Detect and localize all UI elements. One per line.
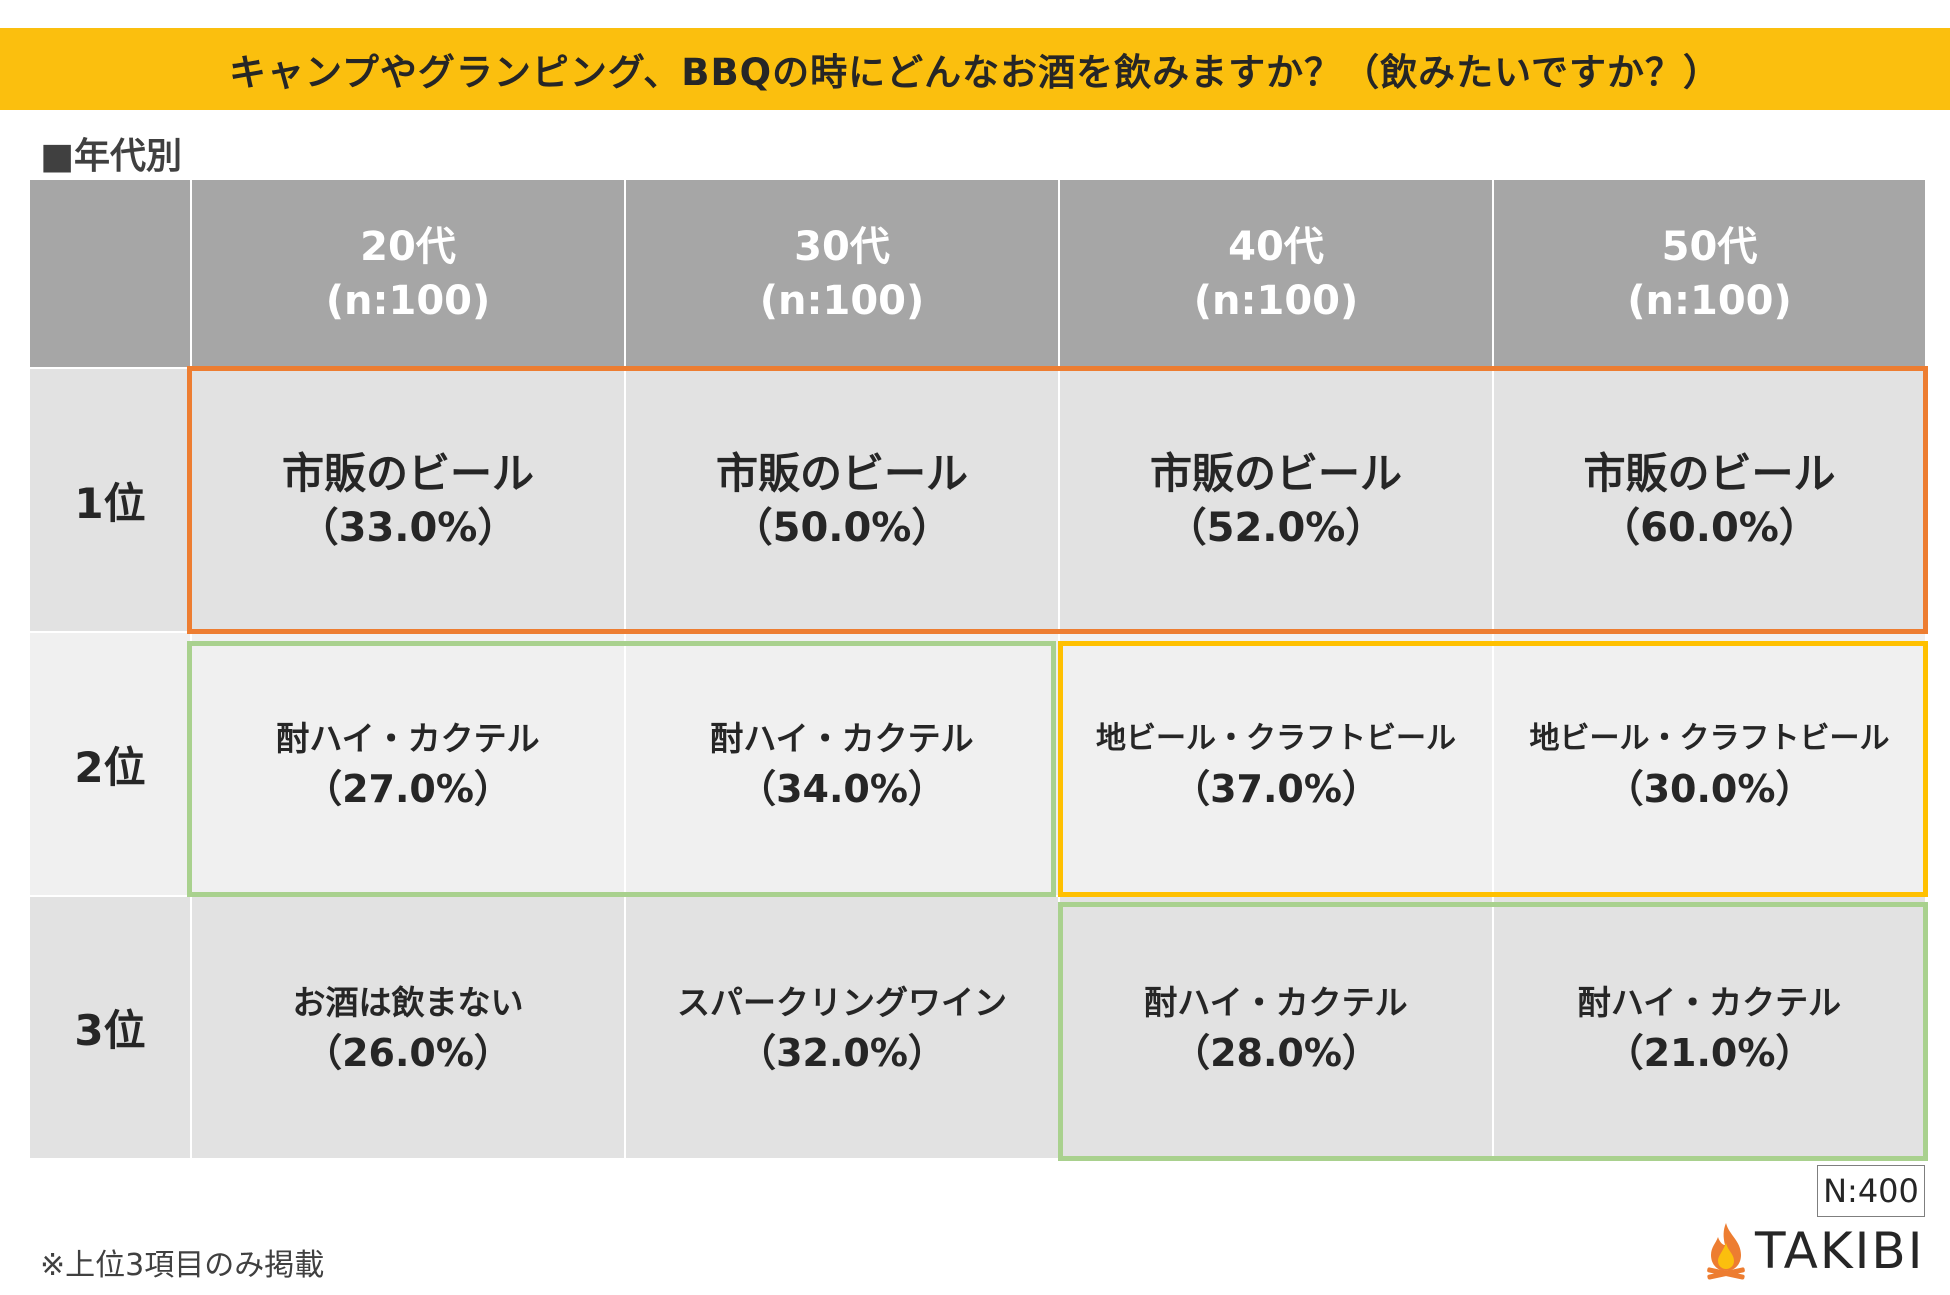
table-cell: 酎ハイ・カクテル （28.0%）	[1060, 897, 1492, 1158]
column-n: (n:100)	[759, 277, 925, 324]
campfire-icon	[1707, 1223, 1745, 1280]
brand-logo: TAKIBI	[1703, 1220, 1924, 1282]
cell-item: スパークリングワイン	[677, 982, 1007, 1022]
cell-item: 市販のビール	[1583, 449, 1836, 498]
table-cell: 酎ハイ・カクテル （27.0%）	[192, 633, 624, 895]
table-cell: 市販のビール （60.0%）	[1494, 369, 1925, 631]
cell-item: 酎ハイ・カクテル	[1577, 982, 1842, 1022]
cell-percent: （32.0%）	[738, 1030, 946, 1075]
table-cell: 地ビール・クラフトビール （30.0%）	[1494, 633, 1925, 895]
table-cell: 市販のビール （50.0%）	[626, 369, 1058, 631]
cell-item: 市販のビール	[281, 449, 534, 498]
column-n: (n:100)	[1627, 277, 1792, 324]
cell-percent: （34.0%）	[738, 767, 946, 811]
column-n: (n:100)	[1193, 277, 1359, 324]
footnote: ※上位3項目のみ掲載	[40, 1248, 325, 1283]
header-50s: 50代 (n:100)	[1494, 180, 1925, 367]
table-cell: 酎ハイ・カクテル （21.0%）	[1494, 897, 1925, 1158]
column-age: 40代	[1228, 223, 1324, 270]
header-20s: 20代 (n:100)	[192, 180, 624, 367]
cell-percent: （50.0%）	[732, 505, 952, 551]
rank-label-2: 2位	[30, 633, 190, 895]
table-cell: 市販のビール （52.0%）	[1060, 369, 1492, 631]
rank-label-3: 3位	[30, 897, 190, 1158]
cell-item: 市販のビール	[1149, 449, 1402, 498]
brand-name: TAKIBI	[1755, 1222, 1925, 1280]
table-cell: 酎ハイ・カクテル （34.0%）	[626, 633, 1058, 895]
cell-percent: （52.0%）	[1166, 505, 1386, 551]
table-cell: 地ビール・クラフトビール （37.0%）	[1060, 633, 1492, 895]
cell-percent: （21.0%）	[1605, 1030, 1814, 1075]
cell-item: 市販のビール	[715, 449, 968, 498]
column-n: (n:100)	[325, 277, 491, 324]
header-30s: 30代 (n:100)	[626, 180, 1058, 367]
header-corner	[30, 180, 190, 367]
rank-label-1: 1位	[30, 369, 190, 631]
column-age: 20代	[360, 223, 456, 270]
cell-percent: （30.0%）	[1605, 767, 1814, 811]
total-n-box: N:400	[1817, 1165, 1925, 1217]
table-cell: 市販のビール （33.0%）	[192, 369, 624, 631]
cell-item: 酎ハイ・カクテル	[710, 719, 974, 758]
table-cell: スパークリングワイン （32.0%）	[626, 897, 1058, 1158]
cell-item: お酒は飲まない	[292, 982, 524, 1022]
cell-percent: （60.0%）	[1600, 505, 1819, 551]
cell-percent: （28.0%）	[1172, 1030, 1380, 1075]
cell-percent: （33.0%）	[298, 505, 518, 551]
table-cell: お酒は飲まない （26.0%）	[192, 897, 624, 1158]
column-age: 30代	[794, 223, 890, 270]
cell-item: 酎ハイ・カクテル	[1144, 982, 1408, 1022]
cell-item: 酎ハイ・カクテル	[276, 719, 540, 758]
page-title: キャンプやグランピング、BBQの時にどんなお酒を飲みますか？（飲みたいですか？）	[228, 51, 1722, 94]
cell-item: 地ビール・クラフトビール	[1096, 721, 1456, 756]
column-age: 50代	[1661, 223, 1758, 270]
cell-percent: （26.0%）	[304, 1030, 512, 1075]
title-banner: キャンプやグランピング、BBQの時にどんなお酒を飲みますか？（飲みたいですか？）	[0, 28, 1950, 110]
cell-percent: （37.0%）	[1172, 767, 1380, 811]
header-40s: 40代 (n:100)	[1060, 180, 1492, 367]
section-label: ■年代別	[40, 136, 183, 177]
cell-item: 地ビール・クラフトビール	[1529, 721, 1890, 756]
cell-percent: （27.0%）	[304, 767, 512, 811]
